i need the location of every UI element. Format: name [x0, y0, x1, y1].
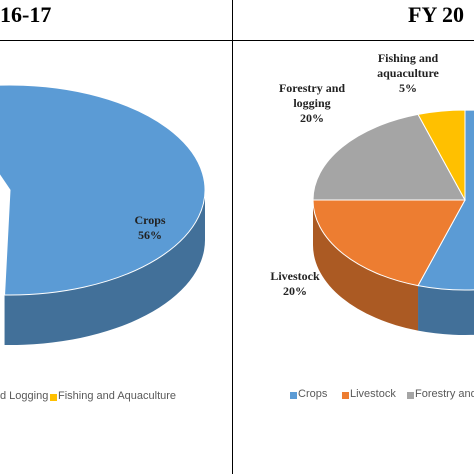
panel-title: FY 20 — [408, 2, 465, 27]
chart-panel: Livestock 20% Forestry and logging 20% Fishi… — [240, 45, 474, 430]
pie-slice-side — [4, 190, 205, 345]
pie-slice — [312, 199, 466, 287]
panel-title: 16-17 — [0, 2, 52, 27]
slice-label-name: Forestry and logging — [278, 81, 346, 110]
slice-label-name: Crops — [134, 213, 166, 227]
pie-slice-side — [313, 200, 419, 331]
legend-marker — [290, 392, 297, 399]
slice-label-name: Fishing and aquaculture — [377, 51, 439, 80]
pie-slice-side — [418, 285, 474, 335]
slice-label: Livestock 20% — [260, 269, 330, 299]
legend-label: Forestry and — [415, 388, 474, 400]
slice-label: Crops 56% — [120, 213, 180, 243]
pie-slice — [0, 84, 206, 296]
pie-slice — [417, 109, 466, 201]
slice-label: Forestry and logging 20% — [272, 81, 352, 126]
legend-label: Crops — [298, 388, 328, 400]
slice-label: Fishing and aquaculture 5% — [368, 51, 448, 96]
pie-chart — [312, 109, 474, 335]
legend-label: Fishing and Aquaculture — [58, 390, 177, 402]
slice-label-value: 56% — [138, 228, 162, 242]
legend-marker — [407, 392, 414, 399]
table-border — [0, 40, 474, 41]
slice-label-value: 20% — [283, 284, 307, 298]
chart-panel: Crops 56% d Logging Fishing and Aquaculture — [0, 45, 232, 430]
pie-slice — [417, 109, 474, 291]
slice-label-value: 5% — [399, 81, 417, 95]
pie-slice — [312, 113, 466, 201]
slice-label-value: 20% — [300, 111, 324, 125]
pie-chart — [0, 84, 206, 345]
legend-marker — [50, 394, 57, 401]
legend-label: Livestock — [350, 388, 396, 400]
legend-marker — [342, 392, 349, 399]
legend-label: d Logging — [0, 390, 49, 402]
table-border — [232, 0, 233, 474]
slice-label-name: Livestock — [270, 269, 320, 283]
